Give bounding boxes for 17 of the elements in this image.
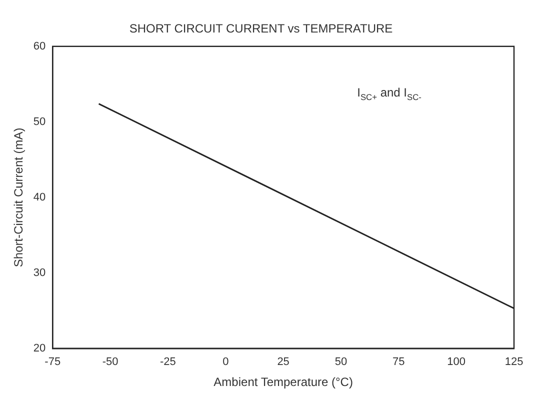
y-tick-label: 20 [33,342,46,354]
x-tick-label: 75 [392,356,405,368]
x-tick-label: -25 [160,356,176,368]
x-tick-label: -50 [102,356,118,368]
chart-title: SHORT CIRCUIT CURRENT vs TEMPERATURE [129,22,393,36]
x-tick-label: 50 [334,356,348,368]
y-tick-label: 50 [33,116,46,128]
x-tick-label: 0 [222,356,229,368]
x-tick-label: 25 [277,356,290,368]
x-tick-label: 100 [447,356,466,368]
x-tick-label: 125 [504,356,524,368]
y-axis-title: Short-Circuit Current (mA) [12,128,26,268]
y-tick-label: 40 [33,191,46,204]
x-tick-label: -75 [44,356,61,368]
y-tick-label: 60 [33,40,46,52]
x-axis-title: Ambient Temperature (°C) [214,375,353,390]
y-tick-label: 30 [33,266,46,279]
